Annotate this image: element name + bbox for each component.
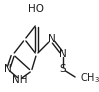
Text: $\mathregular{CH_3}$: $\mathregular{CH_3}$ bbox=[80, 71, 99, 85]
Text: N: N bbox=[4, 64, 12, 75]
Text: HO: HO bbox=[28, 4, 44, 14]
Text: NH: NH bbox=[12, 75, 28, 85]
Text: N: N bbox=[48, 34, 55, 44]
Text: N: N bbox=[59, 49, 67, 60]
Text: S: S bbox=[60, 64, 66, 75]
